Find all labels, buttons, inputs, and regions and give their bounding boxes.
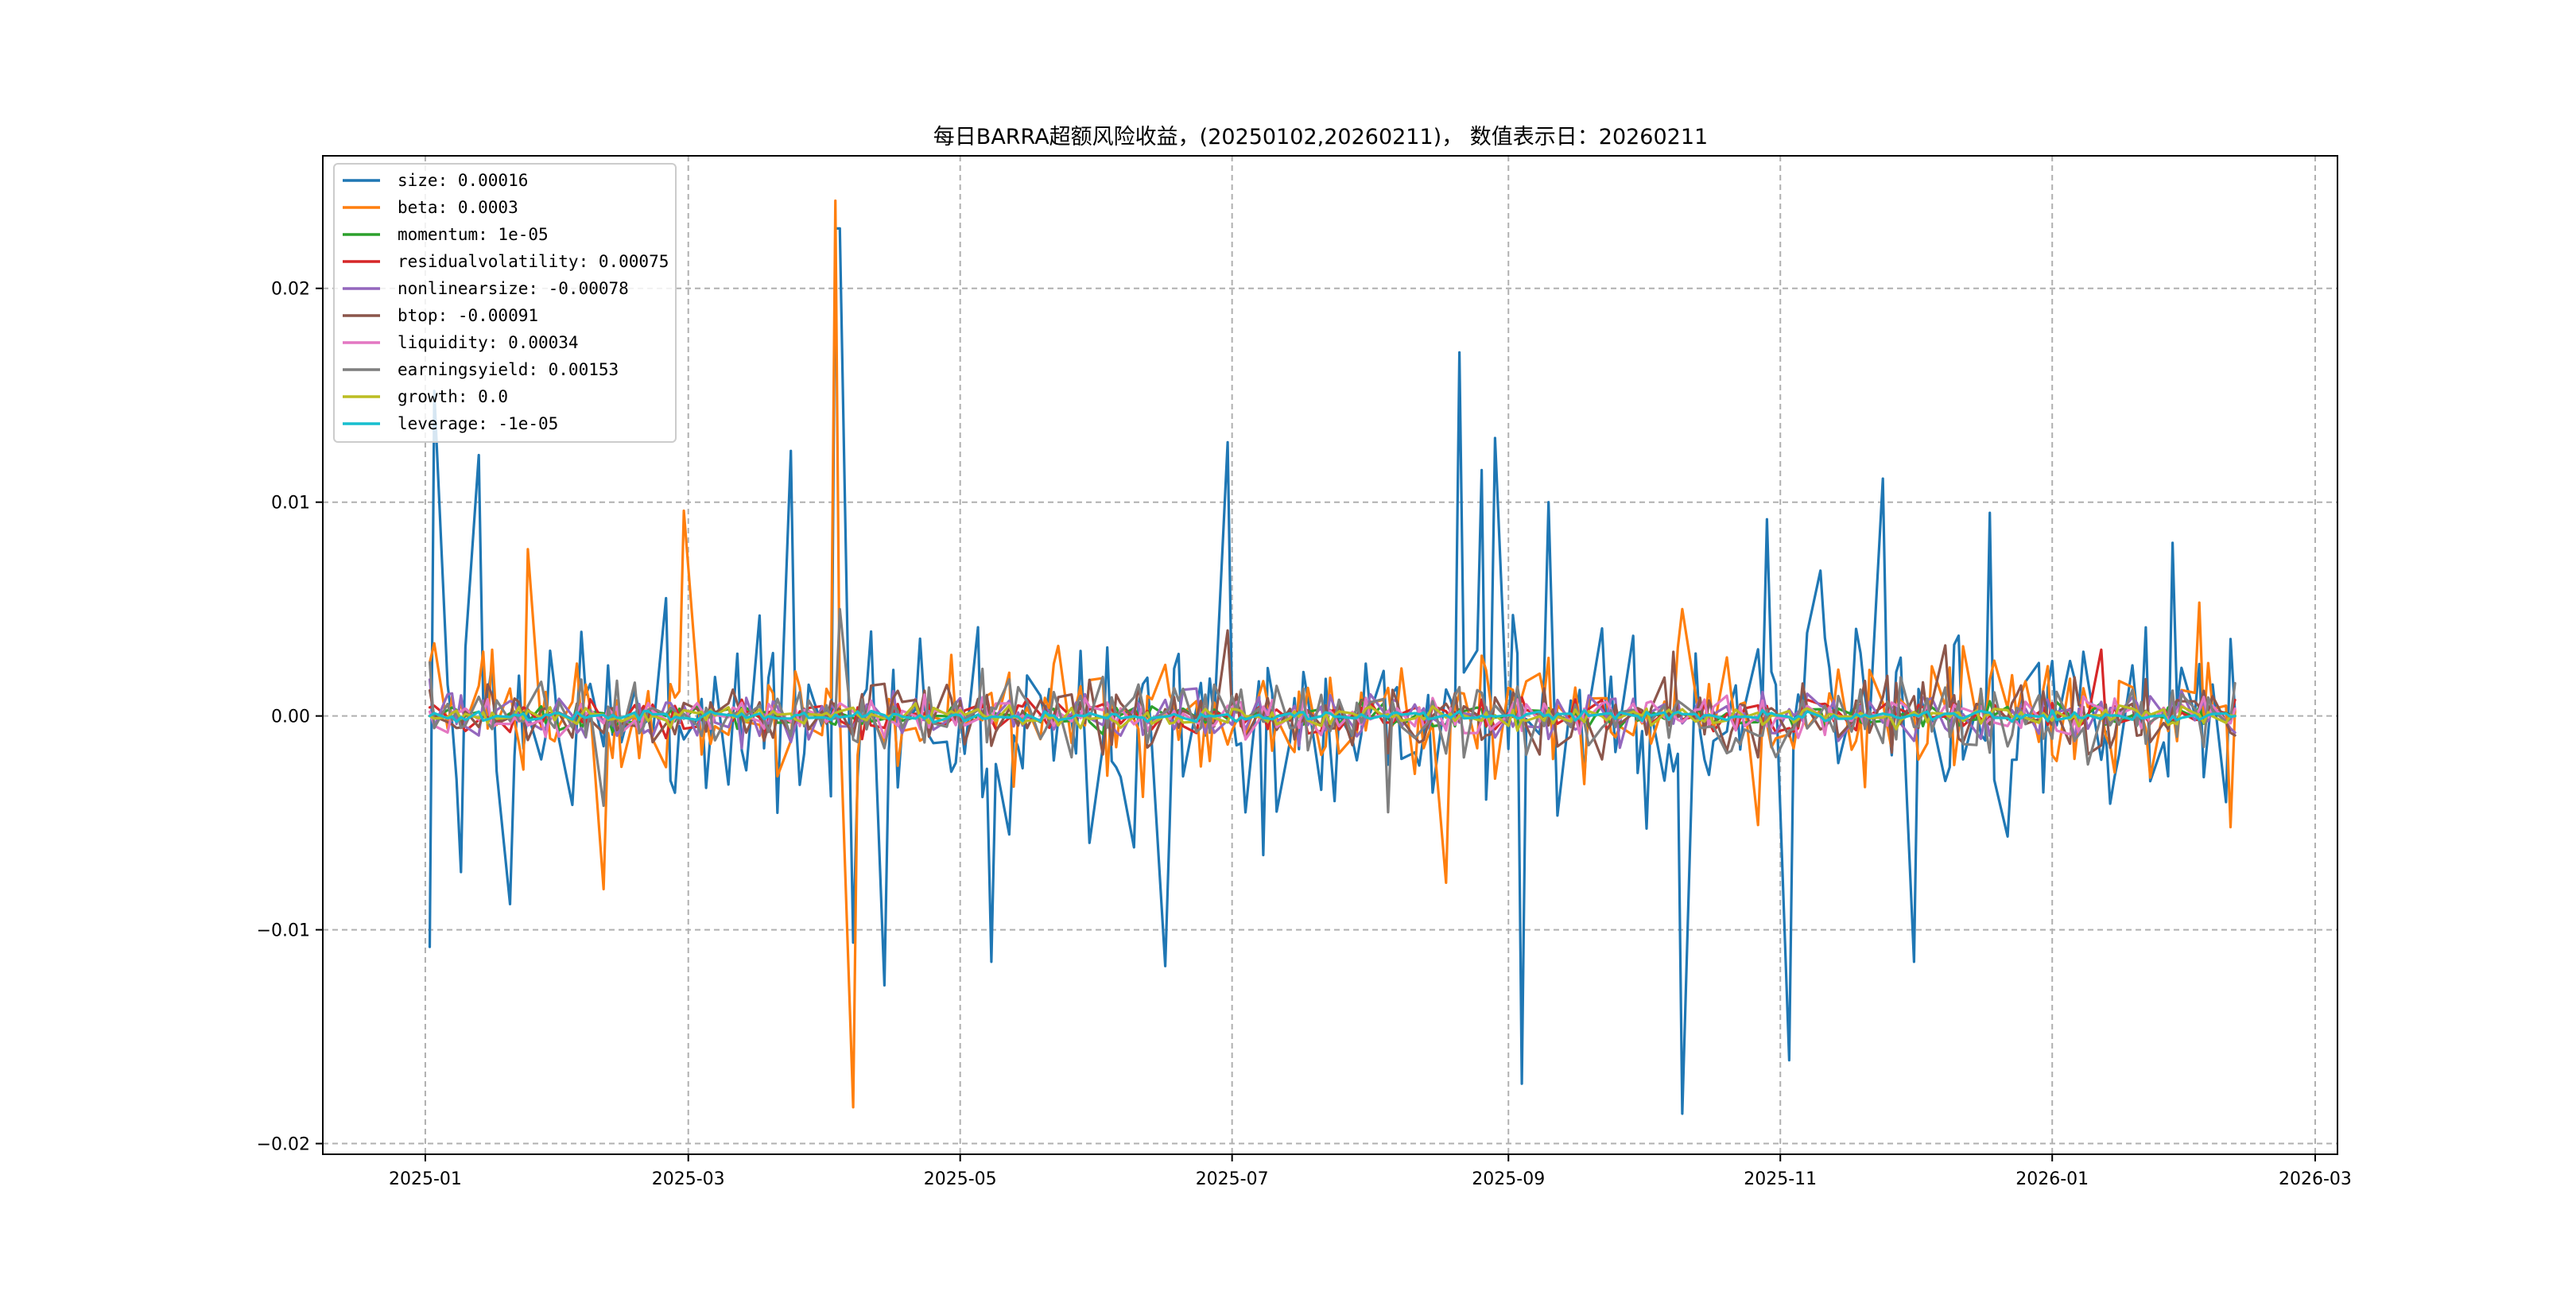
y-tick-label: 0.00 bbox=[271, 708, 310, 727]
x-tick-label: 2025-11 bbox=[1744, 1169, 1817, 1189]
x-tick-label: 2025-01 bbox=[389, 1169, 462, 1189]
legend-label-earningsyield: earningsyield: 0.00153 bbox=[398, 360, 619, 379]
series-line-leverage bbox=[428, 708, 2237, 724]
tick-layer: 2025-01 2025-03 2025-05 2025-07 2025-09 2025-… bbox=[257, 280, 2352, 1189]
legend-label-momentum: momentum: 1e-05 bbox=[398, 225, 549, 244]
axes-frame bbox=[322, 155, 2338, 1155]
x-tick-label: 2026-03 bbox=[2279, 1169, 2352, 1189]
legend-label-liquidity: liquidity: 0.00034 bbox=[398, 333, 579, 352]
x-tick-label: 2025-09 bbox=[1472, 1169, 1545, 1189]
x-tick-label: 2025-03 bbox=[652, 1169, 725, 1189]
y-tick-label: 0.01 bbox=[271, 494, 310, 514]
x-tick-label: 2025-05 bbox=[924, 1169, 997, 1189]
legend-label-leverage: leverage: -1e-05 bbox=[398, 414, 558, 433]
legend-label-btop: btop: -0.00091 bbox=[398, 306, 538, 325]
x-tick-label: 2026-01 bbox=[2015, 1169, 2089, 1189]
y-tick-label: −0.02 bbox=[257, 1135, 310, 1155]
chart-title: 每日BARRA超额风险收益，(20250102,20260211)， 数值表示日… bbox=[933, 125, 1708, 149]
legend: size: 0.00016 beta: 0.0003 momentum: 1e-05… bbox=[333, 163, 677, 443]
series-line-growth bbox=[428, 702, 2237, 732]
series-layer bbox=[428, 199, 2237, 1115]
y-tick-label: 0.02 bbox=[271, 280, 310, 300]
legend-label-nonlinearsize: nonlinearsize: -0.00078 bbox=[398, 279, 629, 298]
legend-label-size: size: 0.00016 bbox=[398, 171, 528, 190]
legend-label-residualvolatility: residualvolatility: 0.00075 bbox=[398, 252, 669, 271]
legend-label-beta: beta: 0.0003 bbox=[398, 198, 518, 217]
y-tick-label: −0.01 bbox=[257, 921, 310, 941]
x-tick-label: 2025-07 bbox=[1196, 1169, 1269, 1189]
series-line-earningsyield bbox=[428, 607, 2237, 814]
legend-box bbox=[333, 163, 677, 443]
legend-label-growth: growth: 0.0 bbox=[398, 387, 508, 406]
